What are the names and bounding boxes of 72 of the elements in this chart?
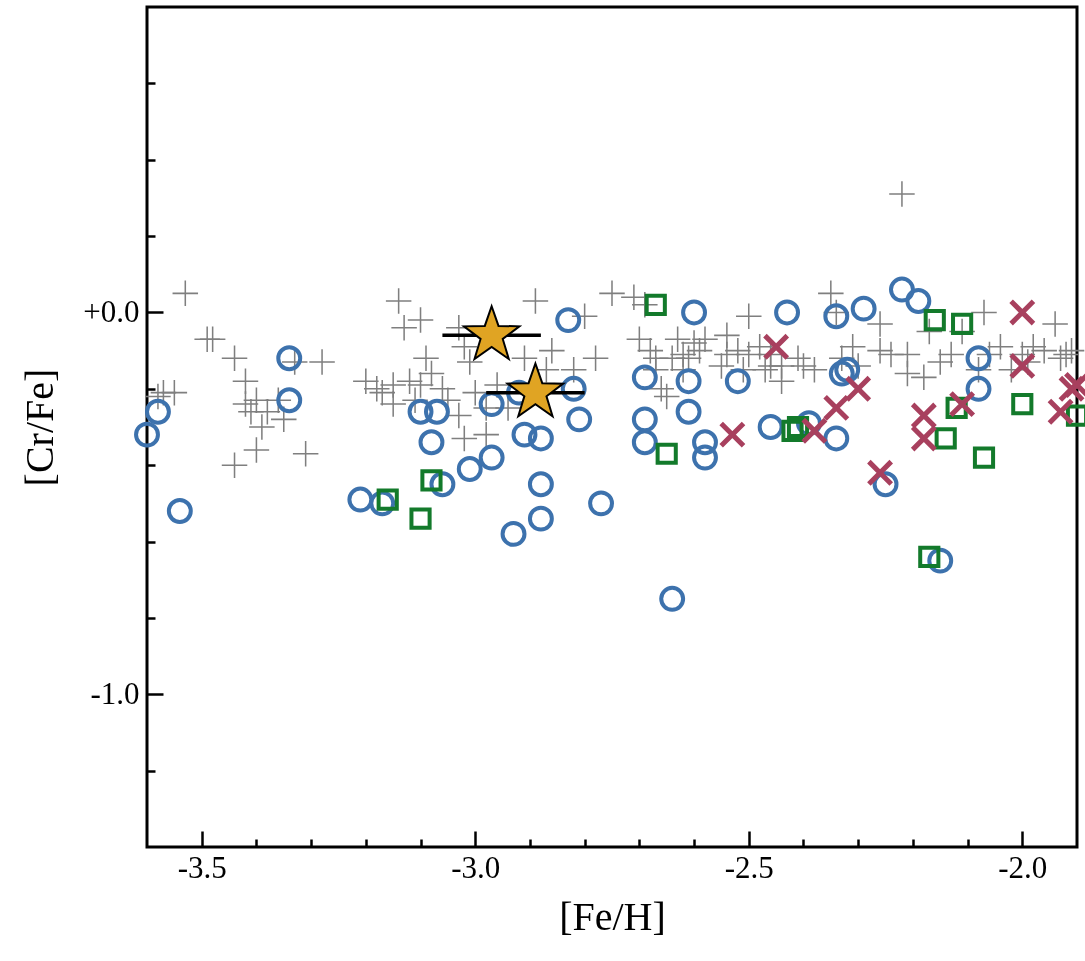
point: [631, 406, 658, 433]
point: [692, 429, 718, 456]
point: [910, 424, 938, 453]
point: [888, 276, 915, 303]
point: [144, 398, 171, 425]
point: [166, 498, 193, 524]
point: [347, 486, 374, 513]
point: [555, 307, 582, 334]
point: [527, 471, 554, 498]
point: [681, 299, 708, 326]
point: [456, 456, 483, 482]
point: [418, 429, 445, 456]
point: [834, 356, 861, 383]
point: [934, 427, 957, 450]
point: [276, 387, 303, 414]
point: [478, 444, 505, 471]
point: [951, 312, 974, 335]
point: [527, 505, 554, 532]
point: [631, 364, 658, 391]
point: [675, 398, 702, 425]
y-tick-label: +0.0: [83, 293, 140, 329]
point: [724, 368, 751, 395]
x-tick-label: -3.5: [177, 849, 227, 885]
point: [511, 421, 538, 448]
point: [409, 507, 432, 530]
point: [965, 345, 992, 372]
x-tick-label: -3.0: [451, 849, 501, 885]
point: [774, 299, 801, 326]
point: [823, 425, 850, 452]
point: [910, 401, 938, 430]
point: [1046, 398, 1075, 426]
point: [631, 429, 658, 456]
point: [675, 368, 702, 395]
point: [276, 345, 303, 372]
point: [1008, 352, 1036, 380]
point: [866, 459, 894, 487]
point: [692, 444, 718, 471]
x-tick-label: -2.0: [998, 849, 1048, 885]
point: [850, 295, 877, 322]
point: [1057, 375, 1085, 403]
x-axis-title: [Fe/H]: [559, 893, 666, 939]
point: [923, 309, 946, 332]
point: [822, 394, 850, 422]
point: [905, 288, 932, 314]
point: [1008, 298, 1036, 327]
point: [972, 446, 996, 469]
point: [376, 488, 399, 511]
point: [420, 469, 443, 492]
point: [500, 520, 527, 547]
point: [948, 390, 976, 418]
x-tick-label: -2.5: [724, 849, 774, 885]
point: [644, 293, 667, 316]
point: [566, 406, 593, 433]
point: [655, 442, 678, 465]
point: [918, 545, 941, 568]
point: [588, 490, 615, 517]
point: [718, 420, 747, 449]
point: [1011, 393, 1034, 416]
point: [781, 419, 804, 442]
y-tick-label: -1.0: [90, 675, 140, 711]
point: [828, 360, 855, 387]
point: [800, 417, 829, 445]
point: [407, 398, 434, 425]
point: [659, 585, 686, 612]
y-axis-title: [Cr/Fe]: [17, 368, 63, 487]
point: [965, 375, 992, 402]
point: [762, 333, 790, 361]
point: [134, 421, 160, 448]
point: [823, 303, 850, 330]
point: [423, 398, 450, 425]
point: [844, 375, 872, 403]
point: [527, 425, 554, 452]
